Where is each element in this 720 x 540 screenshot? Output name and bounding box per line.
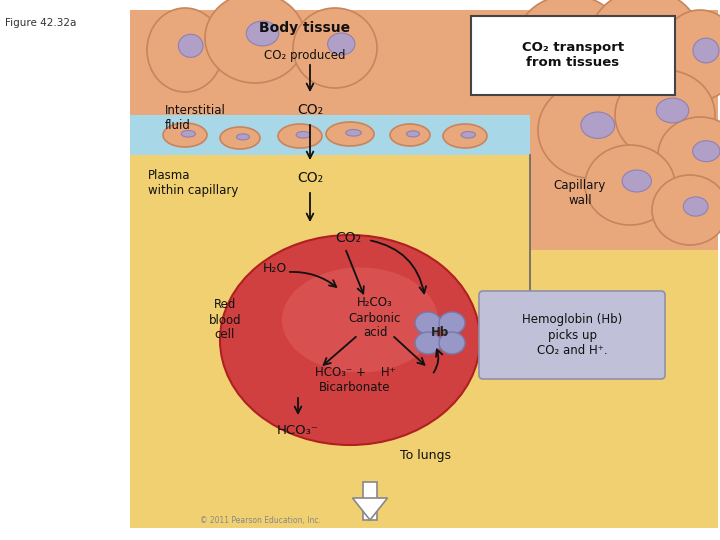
Text: Figure 42.32a: Figure 42.32a bbox=[5, 18, 76, 28]
Ellipse shape bbox=[660, 10, 720, 100]
Ellipse shape bbox=[220, 127, 260, 149]
Ellipse shape bbox=[590, 0, 700, 86]
Ellipse shape bbox=[683, 197, 708, 216]
Ellipse shape bbox=[282, 267, 438, 373]
Ellipse shape bbox=[693, 141, 720, 161]
Ellipse shape bbox=[407, 131, 420, 137]
Text: Body tissue: Body tissue bbox=[259, 21, 351, 35]
Ellipse shape bbox=[346, 130, 361, 136]
Text: H₂CO₃
Carbonic
acid: H₂CO₃ Carbonic acid bbox=[348, 296, 401, 340]
Ellipse shape bbox=[179, 34, 203, 57]
FancyBboxPatch shape bbox=[471, 16, 675, 95]
Text: Hemoglobin (Hb)
picks up
CO₂ and H⁺.: Hemoglobin (Hb) picks up CO₂ and H⁺. bbox=[522, 314, 622, 356]
Ellipse shape bbox=[652, 175, 720, 245]
Text: © 2011 Pearson Education, Inc.: © 2011 Pearson Education, Inc. bbox=[200, 516, 321, 525]
Text: CO₂: CO₂ bbox=[297, 171, 323, 185]
Text: CO₂: CO₂ bbox=[335, 231, 361, 245]
Bar bbox=[130, 10, 718, 115]
Ellipse shape bbox=[560, 26, 596, 54]
Text: Plasma
within capillary: Plasma within capillary bbox=[148, 169, 238, 197]
Ellipse shape bbox=[443, 124, 487, 148]
Ellipse shape bbox=[147, 8, 223, 92]
Ellipse shape bbox=[415, 332, 441, 354]
Ellipse shape bbox=[635, 20, 671, 46]
Ellipse shape bbox=[515, 0, 625, 95]
FancyBboxPatch shape bbox=[479, 291, 665, 379]
Ellipse shape bbox=[658, 117, 720, 193]
Ellipse shape bbox=[278, 124, 322, 148]
Ellipse shape bbox=[181, 131, 195, 137]
Text: H₂O: H₂O bbox=[263, 261, 287, 274]
Ellipse shape bbox=[693, 38, 719, 63]
Ellipse shape bbox=[439, 312, 465, 334]
Text: To lungs: To lungs bbox=[400, 449, 451, 462]
Bar bbox=[530, 10, 718, 250]
Text: CO₂ transport
from tissues: CO₂ transport from tissues bbox=[522, 42, 624, 70]
Ellipse shape bbox=[622, 170, 652, 192]
Ellipse shape bbox=[296, 132, 310, 138]
Bar bbox=[130, 10, 718, 528]
Ellipse shape bbox=[461, 132, 475, 138]
Ellipse shape bbox=[615, 70, 715, 160]
Ellipse shape bbox=[220, 235, 480, 445]
Ellipse shape bbox=[656, 98, 689, 123]
Text: Capillary
wall: Capillary wall bbox=[554, 179, 606, 207]
Ellipse shape bbox=[390, 124, 430, 146]
Ellipse shape bbox=[236, 134, 250, 140]
Ellipse shape bbox=[439, 332, 465, 354]
Ellipse shape bbox=[415, 312, 441, 334]
Ellipse shape bbox=[328, 33, 355, 55]
Ellipse shape bbox=[205, 0, 305, 83]
Text: HCO₃⁻ +    H⁺
Bicarbonate: HCO₃⁻ + H⁺ Bicarbonate bbox=[315, 366, 395, 394]
Text: Interstitial
fluid: Interstitial fluid bbox=[165, 104, 225, 132]
Text: Red
blood
cell: Red blood cell bbox=[209, 299, 241, 341]
Bar bbox=[363, 482, 377, 520]
Ellipse shape bbox=[581, 112, 615, 138]
Ellipse shape bbox=[293, 8, 377, 88]
Ellipse shape bbox=[163, 123, 207, 147]
Text: Hb: Hb bbox=[431, 327, 449, 340]
Bar bbox=[130, 95, 718, 155]
Ellipse shape bbox=[246, 21, 279, 46]
Ellipse shape bbox=[585, 145, 675, 225]
Polygon shape bbox=[353, 498, 387, 520]
Text: HCO₃⁻: HCO₃⁻ bbox=[277, 423, 319, 436]
Ellipse shape bbox=[538, 82, 642, 178]
Text: CO₂: CO₂ bbox=[297, 103, 323, 117]
Ellipse shape bbox=[326, 122, 374, 146]
Text: CO₂ produced: CO₂ produced bbox=[264, 49, 346, 62]
